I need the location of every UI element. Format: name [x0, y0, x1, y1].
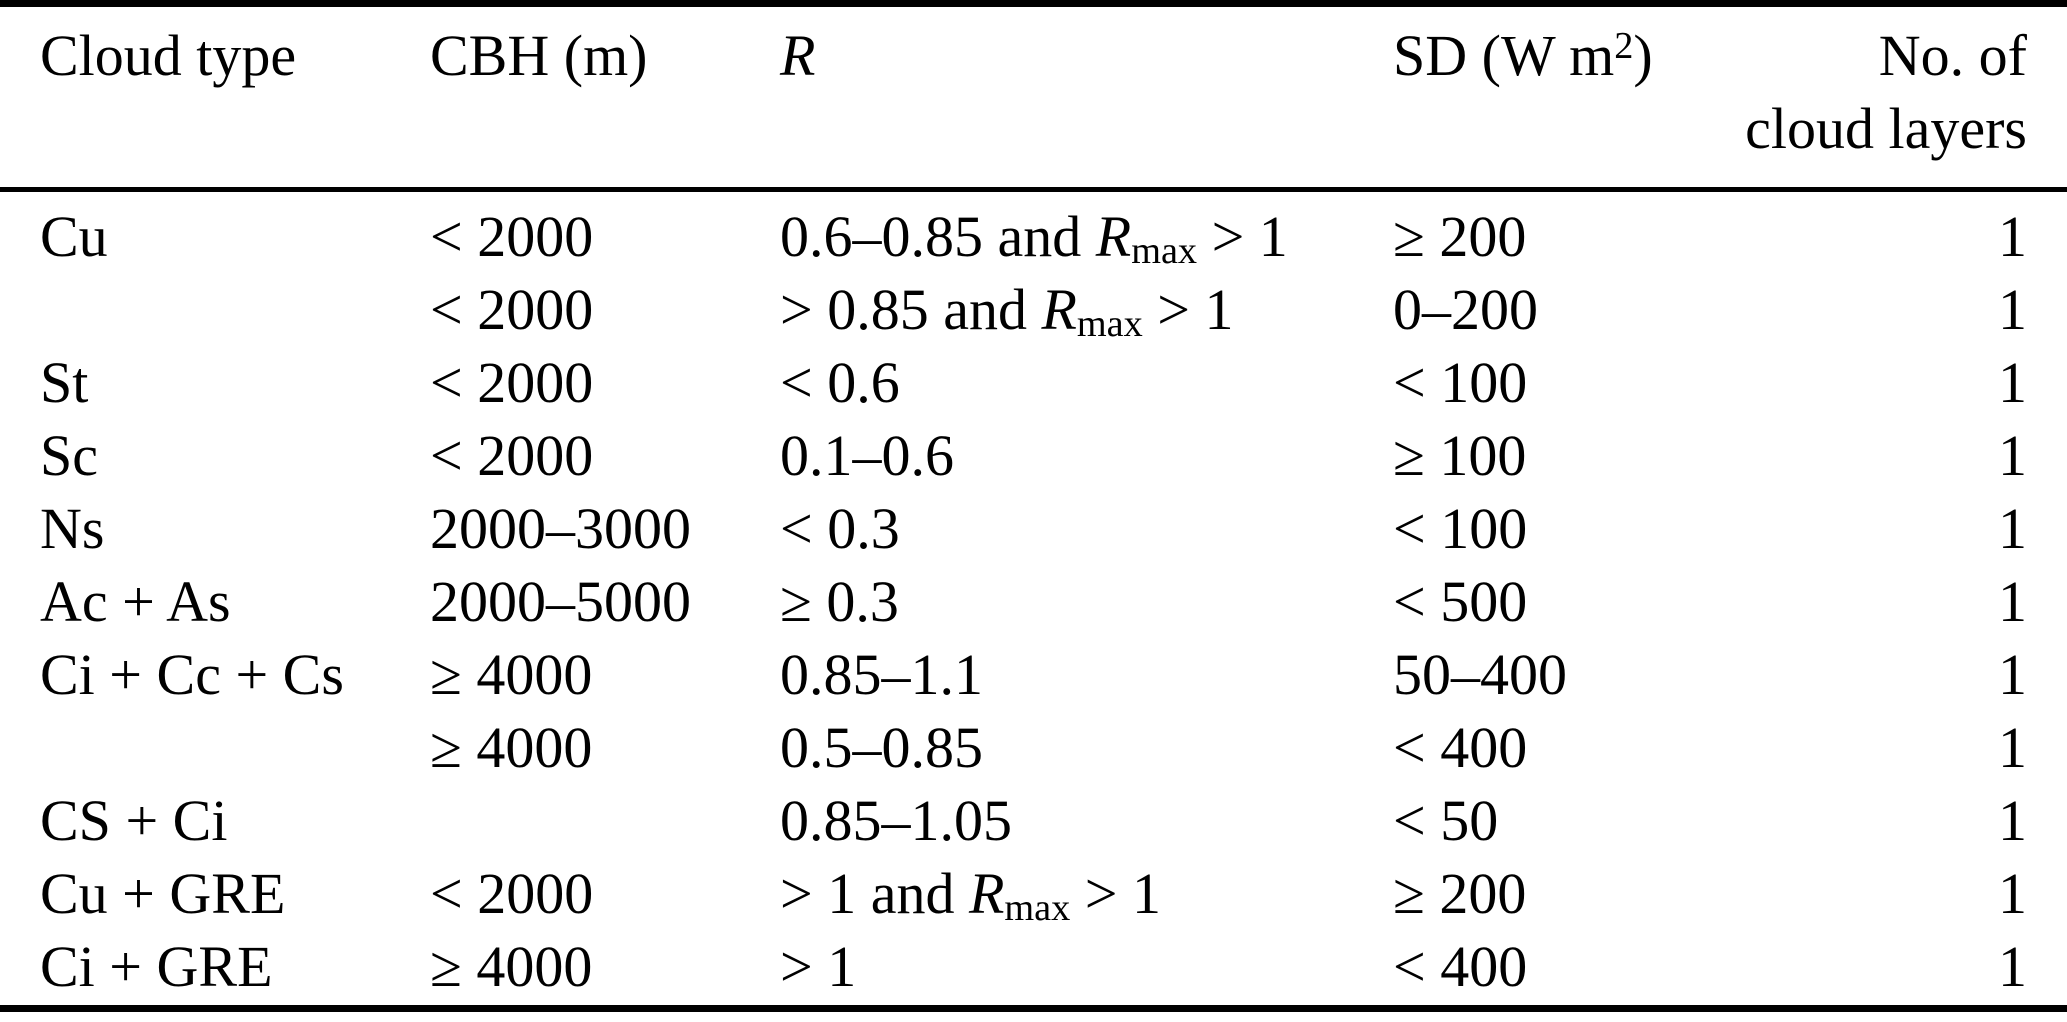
table-row: ≥ 4000 0.5–0.85 < 400 1	[0, 711, 2067, 784]
table-header-rule	[0, 187, 2067, 192]
cell-sd: ≥ 200	[1393, 861, 1527, 926]
cell-cbh: < 2000	[430, 423, 594, 488]
cell-sd: < 50	[1393, 788, 1499, 853]
table-row: Sc < 2000 0.1–0.6 ≥ 100 1	[0, 419, 2067, 492]
cell-layers: 1	[1998, 642, 2027, 707]
column-header-cloud-layers-line2: cloud layers	[1745, 96, 2027, 161]
cell-layers: 1	[1998, 350, 2027, 415]
column-header-r: R	[780, 23, 816, 88]
cell-sd: < 100	[1393, 350, 1528, 415]
cell-layers: 1	[1998, 496, 2027, 561]
cell-layers: 1	[1998, 277, 2027, 342]
cell-cbh: ≥ 4000	[430, 934, 593, 999]
table-top-rule	[0, 0, 2067, 7]
cell-sd: 50–400	[1393, 642, 1567, 707]
cell-cbh: < 2000	[430, 861, 594, 926]
cell-cbh: < 2000	[430, 204, 594, 269]
cell-cbh: 2000–5000	[430, 569, 691, 634]
cell-cloud-type: Ac + As	[40, 569, 231, 634]
cell-sd: ≥ 100	[1393, 423, 1527, 488]
table-row: Ac + As 2000–5000 ≥ 0.3 < 500 1	[0, 565, 2067, 638]
cell-cloud-type: CS + Ci	[40, 788, 228, 853]
cell-sd: < 400	[1393, 934, 1528, 999]
cell-layers: 1	[1998, 934, 2027, 999]
table-row: St < 2000 < 0.6 < 100 1	[0, 346, 2067, 419]
cell-cbh: ≥ 4000	[430, 715, 593, 780]
cell-r: < 0.3	[780, 496, 900, 561]
cell-cbh: 2000–3000	[430, 496, 691, 561]
column-header-sd: SD (W m2)	[1393, 23, 1653, 88]
cell-cloud-type: Cu + GRE	[40, 861, 286, 926]
cell-sd: < 400	[1393, 715, 1528, 780]
cell-cbh: < 2000	[430, 277, 594, 342]
table-row: Ci + GRE ≥ 4000 > 1 < 400 1	[0, 930, 2067, 1003]
cell-sd: 0–200	[1393, 277, 1538, 342]
column-header-cbh: CBH (m)	[430, 23, 648, 88]
cell-r: > 0.85 and Rmax > 1	[780, 277, 1234, 345]
cell-r: 0.85–1.05	[780, 788, 1012, 853]
table-body: Cu < 2000 0.6–0.85 and Rmax > 1 ≥ 200 1 < 200…	[0, 200, 2067, 1003]
cell-layers: 1	[1998, 788, 2027, 853]
table-bottom-rule	[0, 1005, 2067, 1012]
cell-sd: < 500	[1393, 569, 1528, 634]
column-header-cloud-layers-line1: No. of	[1878, 23, 2027, 88]
cell-r: > 1	[780, 934, 857, 999]
cell-layers: 1	[1998, 423, 2027, 488]
column-header-cloud-type: Cloud type	[40, 23, 297, 88]
table-row: CS + Ci 0.85–1.05 < 50 1	[0, 784, 2067, 857]
cell-cloud-type: St	[40, 350, 89, 415]
cell-sd: < 100	[1393, 496, 1528, 561]
cell-cbh: ≥ 4000	[430, 642, 593, 707]
table-row: < 2000 > 0.85 and Rmax > 1 0–200 1	[0, 273, 2067, 346]
cell-sd: ≥ 200	[1393, 204, 1527, 269]
table-row: Cu < 2000 0.6–0.85 and Rmax > 1 ≥ 200 1	[0, 200, 2067, 273]
cell-r: ≥ 0.3	[780, 569, 899, 634]
cell-r: < 0.6	[780, 350, 900, 415]
cell-cloud-type: Sc	[40, 423, 98, 488]
cell-r: 0.85–1.1	[780, 642, 983, 707]
table-row: Ci + Cc + Cs ≥ 4000 0.85–1.1 50–400 1	[0, 638, 2067, 711]
cell-r: 0.5–0.85	[780, 715, 983, 780]
table-row: Ns 2000–3000 < 0.3 < 100 1	[0, 492, 2067, 565]
cell-cloud-type: Ci + GRE	[40, 934, 273, 999]
cell-r: > 1 and Rmax > 1	[780, 861, 1161, 929]
table-row: Cu + GRE < 2000 > 1 and Rmax > 1 ≥ 200 1	[0, 857, 2067, 930]
cell-cloud-type: Ci + Cc + Cs	[40, 642, 344, 707]
column-header-cloud-layers: No. of cloud layers	[1745, 19, 2027, 165]
cell-layers: 1	[1998, 715, 2027, 780]
cell-cloud-type: Cu	[40, 204, 108, 269]
cell-r: 0.1–0.6	[780, 423, 954, 488]
cell-cbh: < 2000	[430, 350, 594, 415]
cell-layers: 1	[1998, 204, 2027, 269]
cell-r: 0.6–0.85 and Rmax > 1	[780, 204, 1288, 272]
cell-cloud-type: Ns	[40, 496, 105, 561]
table-header-row: Cloud type CBH (m) R SD (W m2) No. of cl…	[0, 7, 2067, 187]
cell-layers: 1	[1998, 569, 2027, 634]
cell-layers: 1	[1998, 861, 2027, 926]
